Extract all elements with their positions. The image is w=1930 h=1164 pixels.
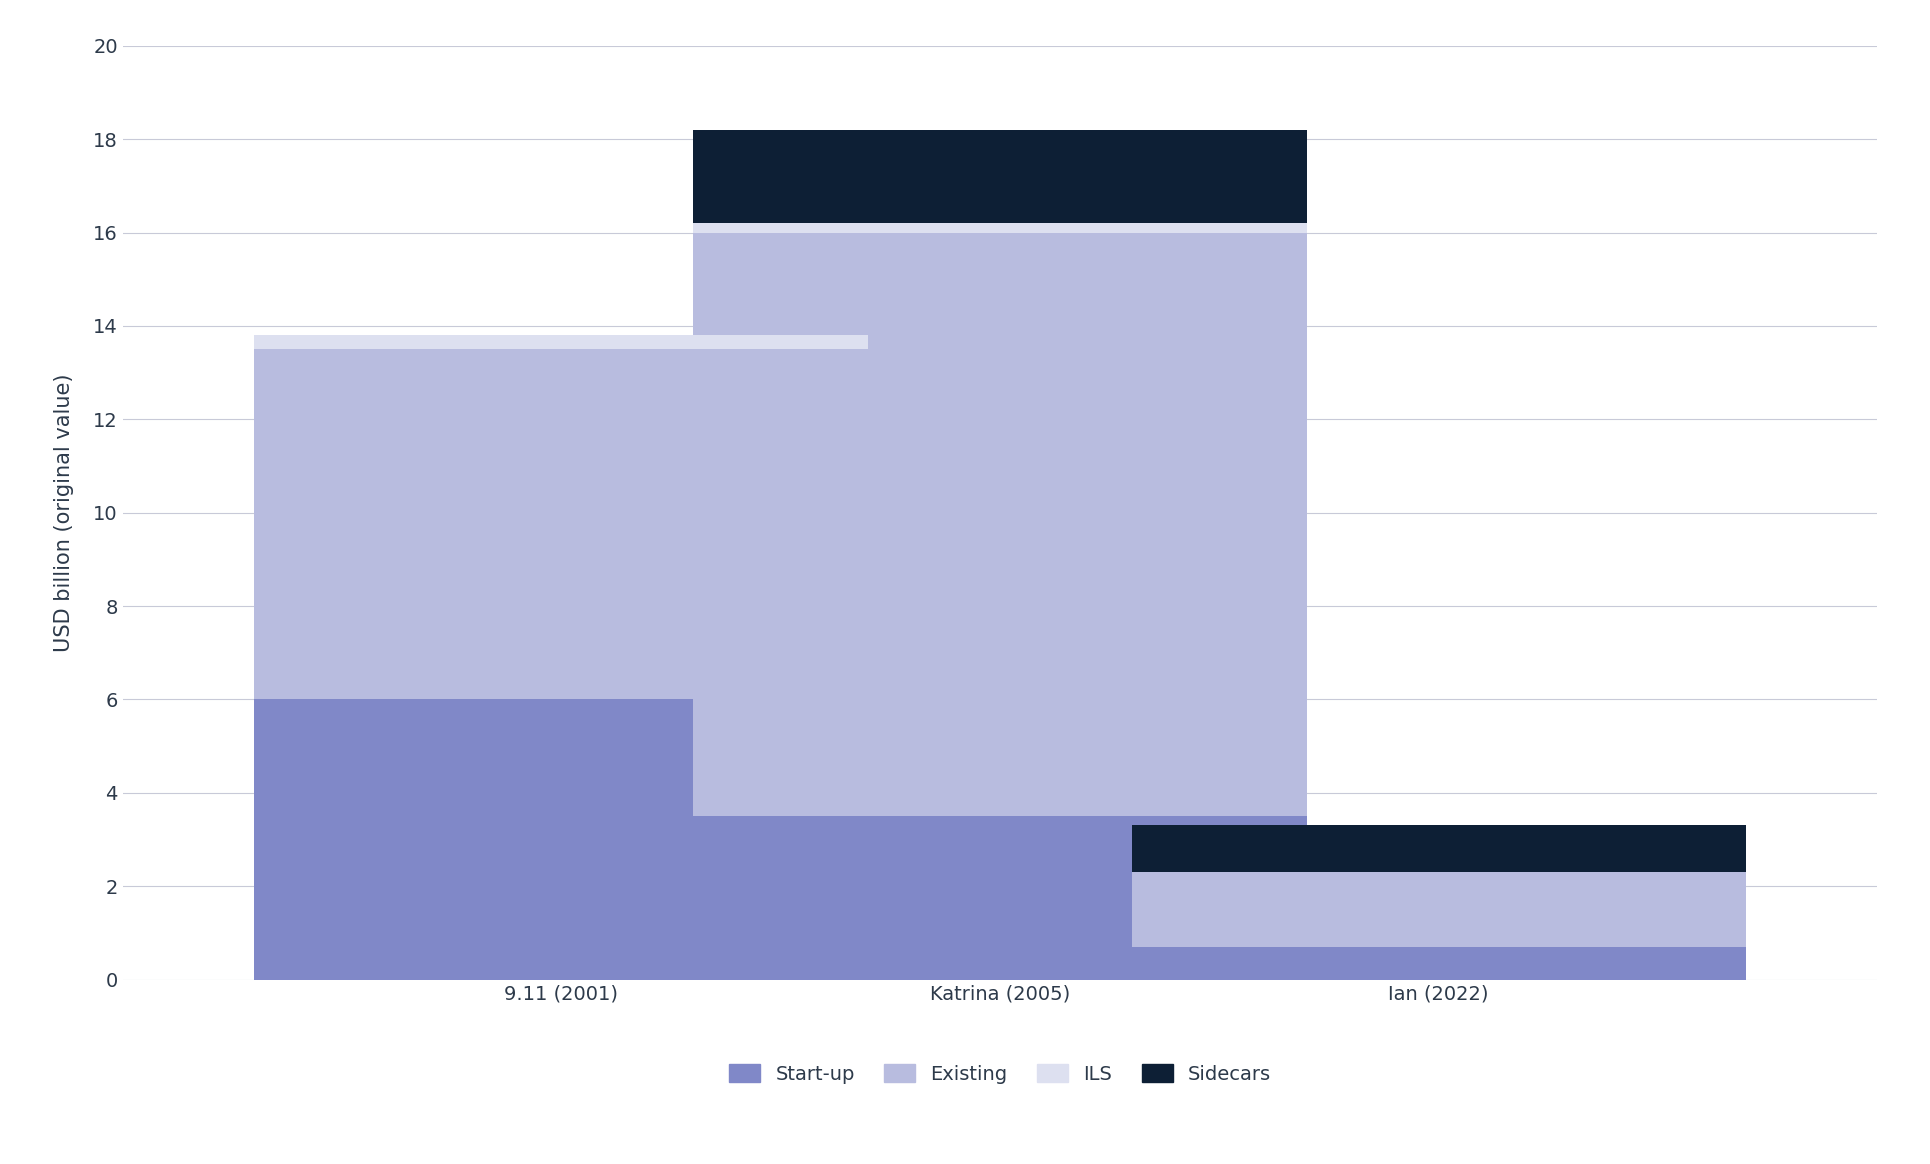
Bar xyxy=(693,233,1307,816)
Bar xyxy=(255,335,868,349)
Bar xyxy=(693,130,1307,223)
Bar xyxy=(1131,872,1745,946)
Bar xyxy=(255,700,868,980)
Bar xyxy=(1131,946,1745,980)
Legend: Start-up, Existing, ILS, Sidecars: Start-up, Existing, ILS, Sidecars xyxy=(718,1055,1280,1093)
Bar xyxy=(693,816,1307,980)
Y-axis label: USD billion (original value): USD billion (original value) xyxy=(54,374,73,652)
Bar xyxy=(255,349,868,700)
Bar xyxy=(693,223,1307,233)
Bar xyxy=(1131,825,1745,872)
